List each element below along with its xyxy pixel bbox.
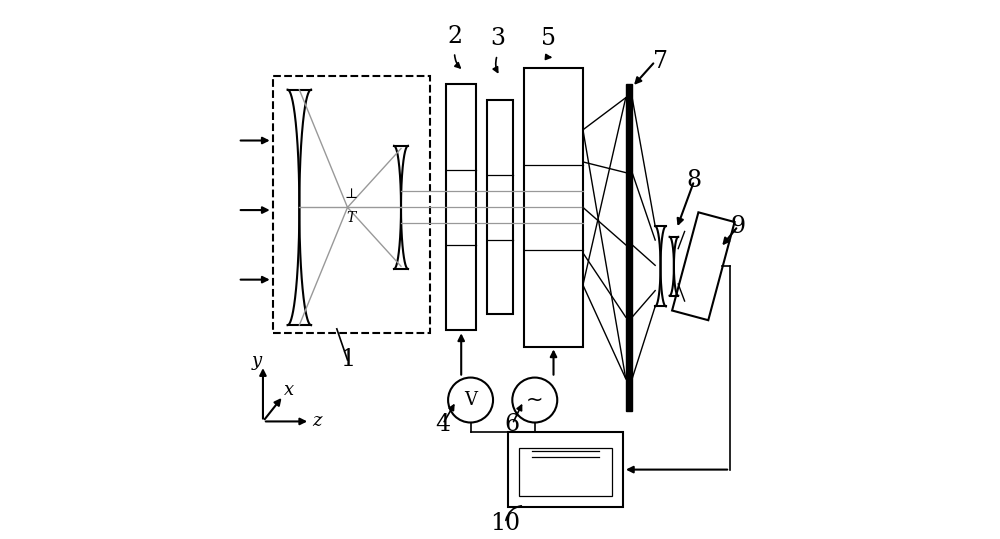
Text: 7: 7 — [653, 50, 668, 73]
Text: 2: 2 — [447, 25, 462, 47]
Bar — [626, 84, 632, 411]
Bar — [487, 100, 513, 314]
Bar — [508, 432, 623, 507]
Text: 1: 1 — [340, 348, 355, 371]
Bar — [446, 84, 476, 330]
Text: ⊥: ⊥ — [344, 187, 357, 201]
Text: T: T — [346, 211, 355, 225]
Text: 5: 5 — [541, 27, 556, 50]
Text: 9: 9 — [731, 215, 746, 238]
Text: z: z — [312, 412, 321, 431]
Bar — [524, 68, 583, 347]
Text: 3: 3 — [490, 27, 505, 50]
Text: ~: ~ — [526, 390, 544, 410]
Text: 4: 4 — [435, 413, 450, 436]
Text: 6: 6 — [505, 413, 520, 436]
Bar — [672, 212, 735, 320]
Text: 10: 10 — [490, 512, 520, 535]
Text: y: y — [251, 352, 262, 370]
Text: 8: 8 — [687, 169, 702, 192]
Bar — [519, 448, 612, 496]
Text: V: V — [464, 391, 477, 409]
Text: x: x — [284, 382, 294, 399]
